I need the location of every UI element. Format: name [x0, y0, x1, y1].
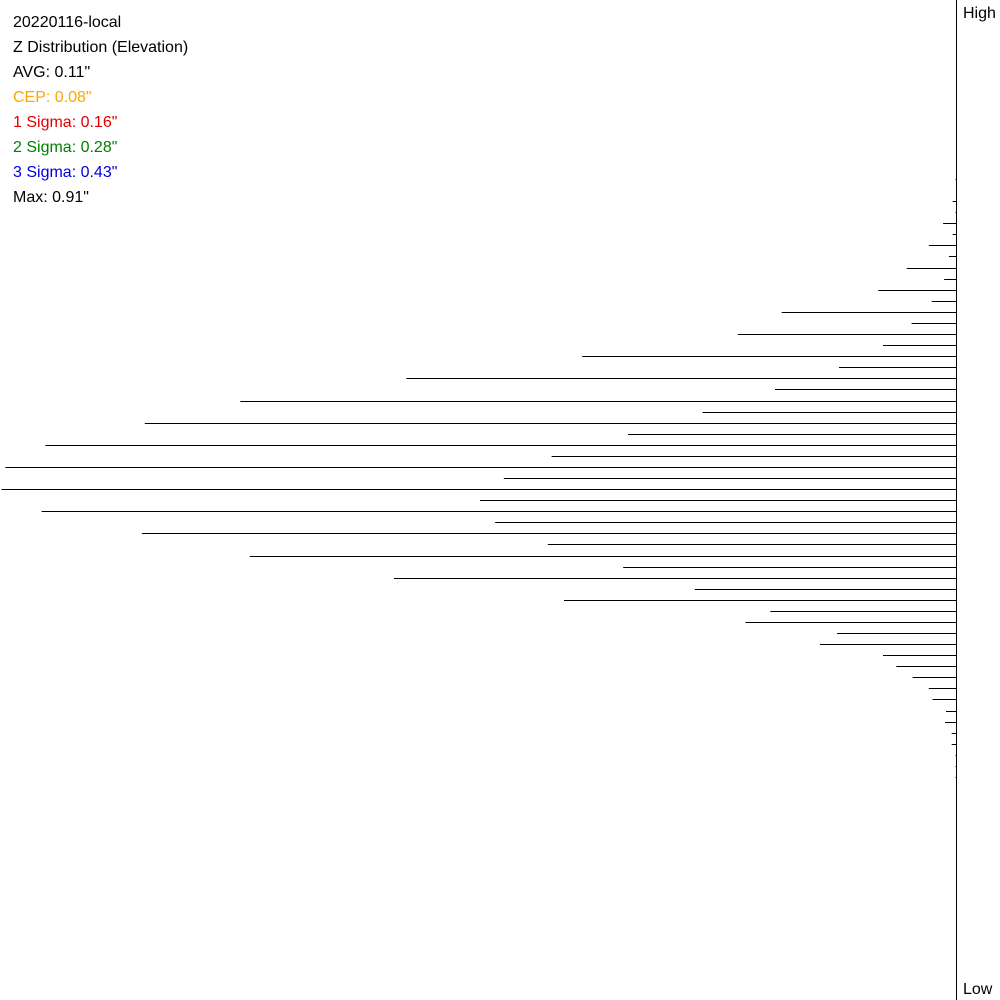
stat-cep: CEP: 0.08": [13, 89, 92, 106]
stats-panel: 20220116-local Z Distribution (Elevation…: [13, 10, 188, 210]
chart-title: 20220116-local: [13, 14, 122, 31]
stat-max: Max: 0.91": [13, 189, 89, 206]
stat-1-sigma: 1 Sigma: 0.16": [13, 114, 118, 131]
chart-subtitle: Z Distribution (Elevation): [13, 39, 189, 56]
axis-label-high: High: [963, 5, 996, 22]
axis-label-low: Low: [963, 981, 993, 998]
stat-2-sigma: 2 Sigma: 0.28": [13, 139, 118, 156]
stat-avg: AVG: 0.11": [13, 64, 91, 81]
stat-3-sigma: 3 Sigma: 0.43": [13, 164, 118, 181]
histogram-bars: [1, 179, 957, 778]
